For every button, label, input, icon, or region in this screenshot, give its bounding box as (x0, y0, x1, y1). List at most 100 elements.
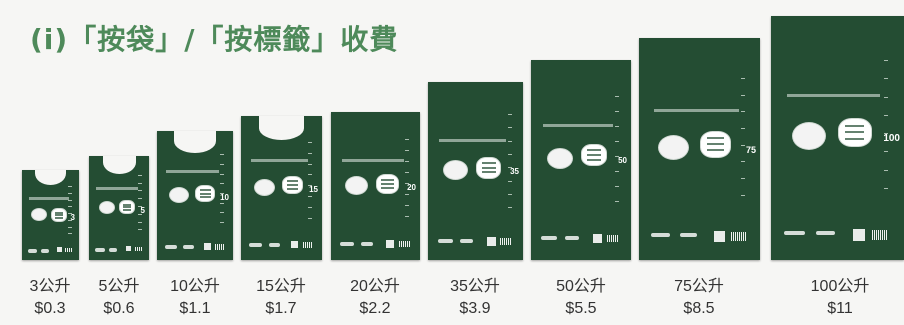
bubble-text-line (55, 214, 63, 216)
scale-tick (308, 153, 312, 154)
capacity-marker: 20 (407, 183, 416, 192)
bag-price-label: $3.9 (459, 300, 491, 317)
mascot-icon (792, 122, 826, 150)
scale-tick (615, 96, 619, 97)
bag-logo (565, 236, 579, 240)
bubble-text-line (482, 162, 496, 164)
bubble-text-line (381, 183, 394, 185)
bag-logo (651, 233, 670, 237)
scale-tick (68, 213, 72, 214)
scale-tick (405, 216, 409, 217)
bubble-text-line (707, 149, 724, 151)
bag-logo (183, 245, 194, 249)
scale-tick (405, 205, 409, 206)
speech-bubble-icon (838, 118, 872, 147)
bag-header-line (787, 94, 880, 97)
scale-tick (741, 145, 745, 146)
qr-code-icon (487, 237, 496, 246)
scale-tick (741, 78, 745, 79)
bag-price-label: $8.5 (683, 300, 715, 317)
scale-tick (308, 164, 312, 165)
scale-tick (220, 183, 224, 184)
barcode-icon (872, 230, 888, 240)
scale-tick (884, 133, 888, 134)
scale-tick (884, 151, 888, 152)
bag-handle-cutout (103, 156, 136, 174)
scale-tick (741, 161, 745, 162)
bag-logo (28, 249, 37, 253)
scale-tick (308, 218, 312, 219)
scale-tick (220, 203, 224, 204)
bag-price-label: $0.6 (103, 300, 135, 317)
scale-tick (68, 186, 72, 187)
scale-tick (138, 175, 142, 176)
scale-tick (68, 206, 72, 207)
bubble-text-line (287, 184, 298, 186)
scale-tick (138, 190, 142, 191)
bag-logo (95, 248, 105, 252)
scale-tick (138, 222, 142, 223)
scale-tick (220, 212, 224, 213)
speech-bubble-icon (282, 176, 303, 194)
scale-tick (220, 154, 224, 155)
bubble-text-line (707, 137, 724, 139)
bag-header-line (166, 170, 219, 173)
bag-logo (165, 245, 177, 249)
bubble-text-line (200, 189, 211, 191)
scale-tick (138, 183, 142, 184)
scale-tick (508, 141, 512, 142)
bubble-text-line (845, 125, 864, 127)
scale-tick (138, 229, 142, 230)
bag-logo (41, 249, 49, 253)
scale-tick (220, 174, 224, 175)
qr-code-icon (714, 231, 725, 242)
speech-bubble-icon (51, 208, 67, 222)
bag-size-label: 50公升 (556, 278, 606, 295)
scale-tick (508, 114, 512, 115)
scale-tick (884, 78, 888, 79)
bag-1: 3 (22, 170, 79, 260)
scale-tick (741, 195, 745, 196)
scale-tick (884, 60, 888, 61)
barcode-icon (135, 247, 142, 251)
barcode-icon (607, 235, 619, 242)
capacity-marker: 35 (510, 167, 519, 176)
bag-header-line (96, 187, 138, 190)
page-title: (i)「按袋」/「按標籤」收費 (30, 23, 399, 56)
scale-tick (508, 167, 512, 168)
scale-tick (884, 188, 888, 189)
scale-tick (615, 171, 619, 172)
bubble-text-line (707, 143, 724, 145)
bag-handle-cutout (35, 170, 66, 185)
bubble-text-line (587, 149, 601, 151)
scale-tick (68, 233, 72, 234)
bag-logo (438, 239, 453, 243)
speech-bubble-icon (700, 131, 731, 158)
qr-code-icon (126, 246, 131, 251)
scale-tick (68, 200, 72, 201)
capacity-marker: 3 (70, 213, 75, 222)
scale-tick (615, 156, 619, 157)
scale-tick (884, 97, 888, 98)
scale-tick (220, 164, 224, 165)
scale-tick (68, 193, 72, 194)
scale-tick (615, 126, 619, 127)
scale-tick (508, 127, 512, 128)
bubble-text-line (587, 154, 601, 156)
bag-logo (340, 242, 354, 246)
mascot-icon (443, 160, 468, 180)
bag-size-label: 3公升 (29, 278, 71, 295)
bag-price-label: $1.1 (179, 300, 211, 317)
scale-tick (615, 186, 619, 187)
bubble-text-line (845, 131, 864, 133)
bag-header-line (29, 197, 69, 200)
scale-tick (741, 111, 745, 112)
bag-price-label: $11 (827, 300, 853, 317)
bag-7: 50 (531, 60, 631, 260)
scale-tick (741, 178, 745, 179)
scale-tick (741, 95, 745, 96)
qr-code-icon (57, 247, 62, 252)
bag-header-line (543, 124, 613, 127)
bag-size-label: 75公升 (674, 278, 724, 295)
bag-logo (249, 243, 262, 247)
